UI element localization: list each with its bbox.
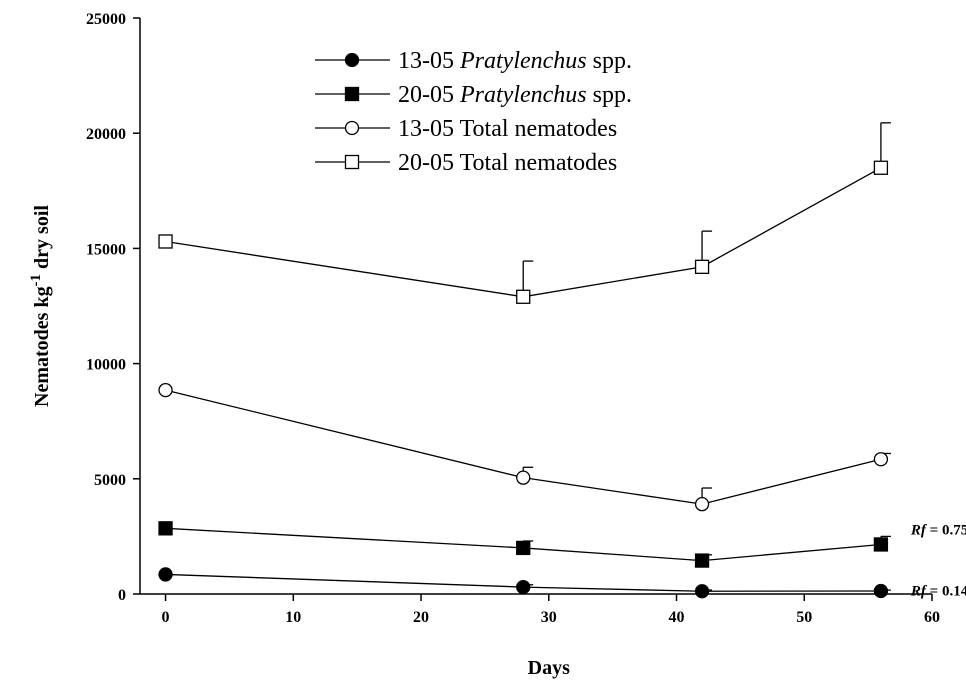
data-point-square [516, 540, 531, 556]
legend-species: Pratylenchus [459, 48, 587, 74]
rf-annotation-label: Rf [910, 583, 928, 599]
legend-date: 13-05 [398, 116, 460, 142]
y-axis-title-suffix: dry soil [31, 205, 53, 274]
legend-date: 20-05 [398, 82, 460, 108]
data-point-circle [344, 120, 360, 136]
axes: 0 10 20 30 40 50 60 0 5000 10000 15000 20000 25000 [86, 11, 940, 626]
series-line [165, 389, 882, 505]
legend-item-4: 20-05 Total nematodes [315, 150, 617, 176]
y-tick-label: 10000 [86, 357, 126, 374]
x-tick-label: 0 [162, 609, 170, 626]
x-tick-label: 60 [924, 609, 940, 626]
legend-rest: spp. [587, 48, 632, 74]
y-tick-label: 5000 [94, 472, 126, 489]
data-point-square [158, 521, 173, 536]
data-point-square [873, 537, 889, 552]
data-point-circle [344, 52, 360, 68]
data-point-square [873, 160, 889, 175]
y-tick-label: 20000 [86, 126, 126, 143]
y-axis-title-sup: -1 [28, 274, 44, 287]
x-tick-label: 40 [669, 609, 685, 626]
legend-rest: Total nematodes [460, 116, 618, 142]
x-tick-label: 10 [285, 609, 301, 626]
data-point-circle [158, 567, 173, 582]
legend-date: 13-05 [398, 48, 460, 74]
data-point-square [694, 259, 710, 274]
legend: 13-05 Pratylenchus spp.20-05 Pratylenchu… [315, 48, 632, 176]
legend-date: 20-05 [398, 150, 460, 176]
x-ticks: 0 10 20 30 40 50 60 [162, 594, 940, 626]
rf-annotation-label: Rf [910, 522, 928, 538]
y-tick-label: 25000 [86, 11, 126, 28]
data-point-circle [516, 579, 531, 595]
series-line [165, 573, 881, 592]
series-layer [158, 122, 891, 599]
data-point-circle [873, 583, 889, 599]
rf-annotation: Rf = 0.14 [910, 583, 966, 599]
series-3 [158, 382, 891, 512]
x-tick-label: 50 [796, 609, 812, 626]
data-point-circle [694, 496, 710, 512]
legend-item-1: 13-05 Pratylenchus spp. [315, 48, 632, 74]
series-1 [158, 567, 891, 599]
series-4 [158, 122, 891, 304]
legend-species: Pratylenchus [459, 82, 587, 108]
x-tick-label: 20 [413, 609, 429, 626]
data-point-square [344, 86, 360, 102]
rf-annotation-value: = 0.14 [926, 583, 966, 599]
data-point-circle [516, 470, 531, 485]
legend-rest: Total nematodes [460, 150, 618, 176]
y-tick-label: 15000 [86, 241, 126, 258]
data-point-square [694, 553, 710, 568]
legend-label: 13-05 Total nematodes [398, 116, 617, 142]
legend-rest: spp. [587, 82, 632, 108]
series-2 [158, 521, 891, 568]
legend-label: 13-05 Pratylenchus spp. [398, 48, 632, 74]
data-point-square [516, 289, 531, 304]
data-point-square [344, 154, 360, 170]
rf-annotation-value: = 0.75 [926, 522, 966, 538]
y-tick-label: 0 [118, 587, 126, 604]
x-tick-label: 30 [541, 609, 557, 626]
x-axis-title: Days [528, 657, 570, 679]
series-line [165, 527, 881, 562]
rf-annotation: Rf = 0.75 [910, 522, 966, 538]
data-point-square [158, 234, 173, 249]
legend-label: 20-05 Pratylenchus spp. [398, 82, 632, 108]
y-axis-title: Nematodes kg-1 dry soil [28, 205, 53, 407]
data-point-circle [873, 452, 889, 467]
y-axis-title-prefix: Nematodes kg [31, 286, 53, 407]
legend-label: 20-05 Total nematodes [398, 150, 617, 176]
series-line [165, 167, 882, 298]
y-ticks: 0 5000 10000 15000 20000 25000 [86, 11, 140, 604]
legend-item-2: 20-05 Pratylenchus spp. [315, 82, 632, 108]
legend-item-3: 13-05 Total nematodes [315, 116, 617, 142]
data-point-circle [158, 382, 173, 398]
data-point-circle [694, 584, 710, 599]
